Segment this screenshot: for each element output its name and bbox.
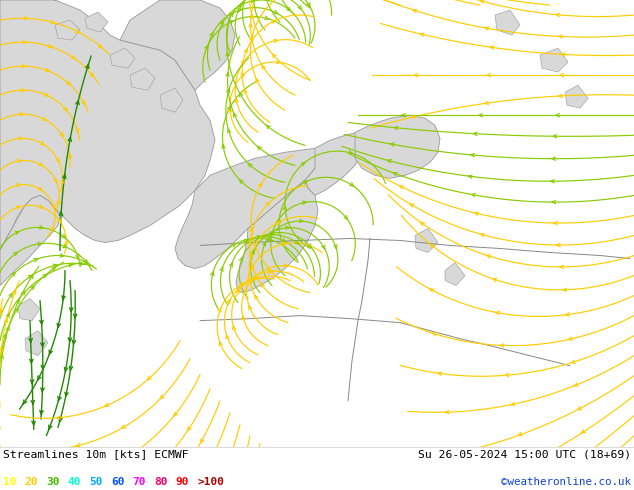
Polygon shape — [565, 85, 588, 108]
Polygon shape — [540, 48, 568, 72]
Text: 10: 10 — [3, 477, 16, 487]
Polygon shape — [445, 263, 465, 286]
Text: ©weatheronline.co.uk: ©weatheronline.co.uk — [501, 477, 631, 487]
Polygon shape — [120, 0, 235, 90]
Polygon shape — [0, 196, 60, 286]
Polygon shape — [85, 12, 108, 32]
Text: 40: 40 — [68, 477, 81, 487]
Polygon shape — [415, 228, 438, 252]
Polygon shape — [305, 132, 365, 196]
Text: Su 26-05-2024 15:00 UTC (18+69): Su 26-05-2024 15:00 UTC (18+69) — [418, 449, 631, 459]
Polygon shape — [130, 68, 155, 90]
Polygon shape — [160, 88, 183, 112]
Text: >100: >100 — [197, 477, 224, 487]
Text: 90: 90 — [176, 477, 189, 487]
Text: 20: 20 — [25, 477, 38, 487]
Text: 60: 60 — [111, 477, 124, 487]
Text: 50: 50 — [89, 477, 103, 487]
Polygon shape — [495, 10, 520, 35]
Text: 80: 80 — [154, 477, 167, 487]
Polygon shape — [236, 180, 318, 293]
Polygon shape — [0, 0, 215, 250]
Text: 30: 30 — [46, 477, 60, 487]
Polygon shape — [55, 20, 80, 40]
Polygon shape — [175, 148, 320, 269]
Polygon shape — [25, 331, 48, 356]
Text: Streamlines 10m [kts] ECMWF: Streamlines 10m [kts] ECMWF — [3, 449, 189, 459]
Text: 70: 70 — [133, 477, 146, 487]
Polygon shape — [355, 115, 440, 178]
Polygon shape — [110, 48, 135, 68]
Polygon shape — [18, 298, 40, 320]
